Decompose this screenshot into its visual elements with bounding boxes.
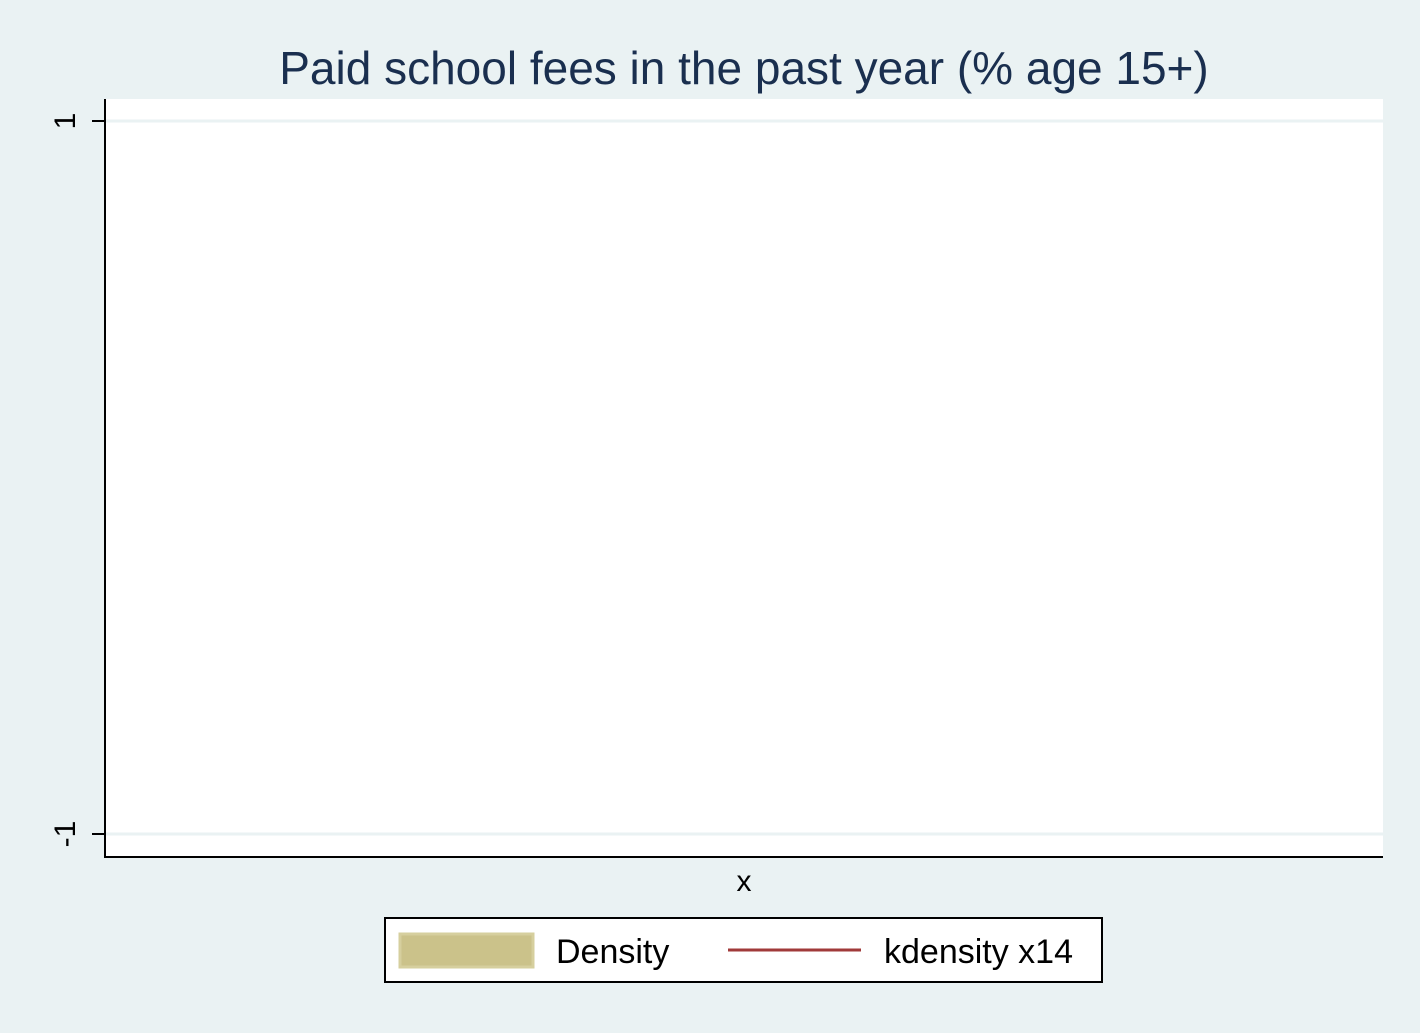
chart-title: Paid school fees in the past year (% age… [279,42,1209,94]
legend-density-swatch [398,932,535,969]
y-tick-label: 1 [49,113,82,130]
x-axis-label: x [737,865,752,898]
legend-density-label: Density [556,933,669,971]
legend-kdensity-label: kdensity x14 [884,933,1073,971]
y-tick-label: -1 [49,821,82,848]
y-ticks: 1 -1 [49,113,105,848]
plot-area [105,99,1383,857]
gridlines [106,119,1383,836]
legend: Density kdensity x14 [384,917,1103,983]
